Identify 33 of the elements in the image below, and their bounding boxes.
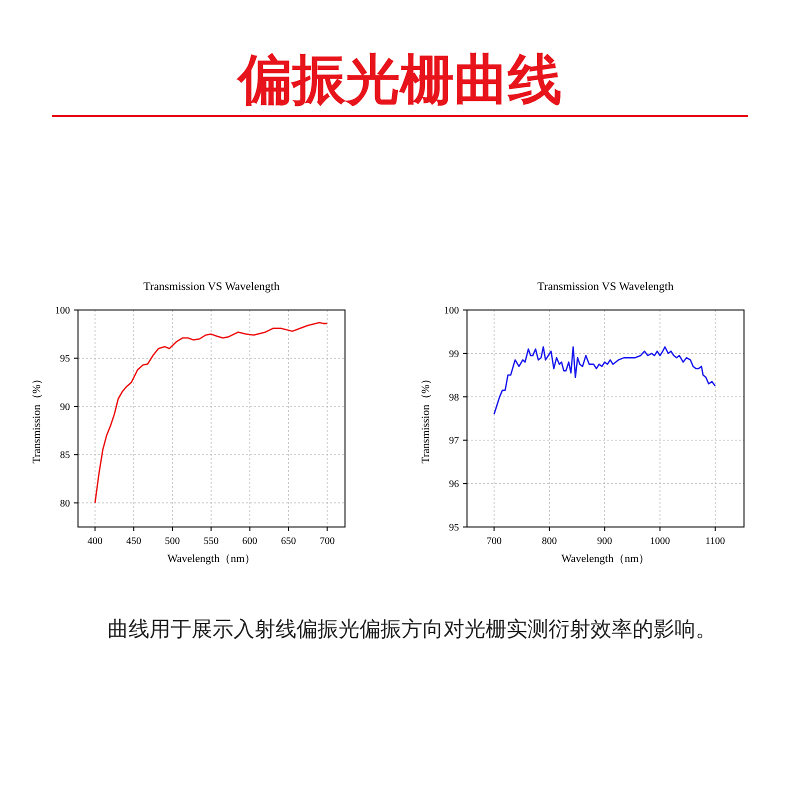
y-tick-label: 90 xyxy=(60,402,70,413)
y-axis-title: Transmission（%） xyxy=(420,373,432,464)
x-tick-label: 700 xyxy=(486,536,502,547)
x-tick-label: 600 xyxy=(242,536,258,547)
line-series xyxy=(493,346,716,415)
x-tick-label: 650 xyxy=(281,536,296,547)
y-tick-label: 100 xyxy=(444,306,459,316)
line-series xyxy=(94,322,328,504)
x-tick-label: 1100 xyxy=(705,536,726,547)
y-tick-label: 96 xyxy=(449,479,459,490)
y-tick-label: 80 xyxy=(60,498,70,510)
y-tick-label: 95 xyxy=(60,354,70,365)
x-tick-label: 800 xyxy=(542,536,557,547)
y-axis-title: Transmission（%） xyxy=(31,373,43,464)
y-tick-label: 95 xyxy=(449,522,459,534)
y-tick-label: 98 xyxy=(449,392,459,404)
chart-title: Transmission VS Wavelength xyxy=(537,281,674,293)
x-tick-label: 500 xyxy=(164,536,180,547)
x-axis-title: Wavelength（nm） xyxy=(561,553,650,565)
x-axis-title: Wavelength（nm） xyxy=(167,553,256,565)
text: 偏振光栅曲线 xyxy=(236,48,562,111)
chart-title: Transmission VS Wavelength xyxy=(143,281,280,293)
text: 曲线用于展示入射线偏振光偏振方向对光栅实测衍射效率的影响。 xyxy=(108,617,716,641)
x-tick-label: 900 xyxy=(597,536,612,547)
y-tick-label: 97 xyxy=(449,436,459,447)
x-tick-label: 1000 xyxy=(650,536,670,547)
x-tick-label: 550 xyxy=(204,536,219,547)
x-tick-label: 450 xyxy=(126,536,142,547)
y-tick-label: 100 xyxy=(55,306,70,316)
y-tick-label: 99 xyxy=(449,348,459,360)
y-tick-label: 85 xyxy=(60,450,70,462)
x-tick-label: 700 xyxy=(320,536,335,547)
x-tick-label: 400 xyxy=(88,536,103,547)
